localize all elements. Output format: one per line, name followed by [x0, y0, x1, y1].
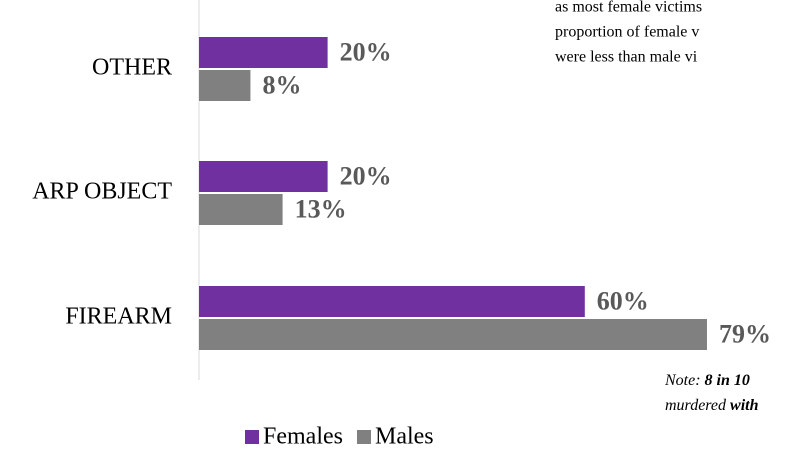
- legend-label: Females: [263, 424, 343, 450]
- bar: [199, 194, 283, 225]
- value-label: 20%: [340, 37, 392, 66]
- legend-label: Males: [375, 424, 434, 450]
- annotation-line: were less than male vi: [555, 49, 698, 66]
- legend-swatch: [245, 430, 259, 444]
- note-line: murdered with: [665, 397, 759, 414]
- bar: [199, 286, 585, 317]
- note-part: Note:: [664, 372, 705, 389]
- bar: [199, 37, 328, 68]
- note-line: Note: 8 in 10: [664, 372, 750, 389]
- annotation-line: as most female victims: [555, 0, 702, 16]
- annotation-line: proportion of female v: [555, 24, 699, 41]
- category-label: FIREARM: [65, 304, 172, 330]
- value-label: 13%: [295, 194, 347, 223]
- value-label: 60%: [597, 286, 649, 315]
- bar: [199, 70, 251, 101]
- legend-swatch: [356, 430, 371, 444]
- bar: [199, 319, 707, 350]
- value-label: 8%: [262, 70, 301, 99]
- bar: [199, 161, 328, 192]
- note-part: 8 in 10: [705, 372, 750, 389]
- note-part: murdered: [665, 397, 730, 414]
- note-part: with: [730, 397, 759, 414]
- category-label: ARP OBJECT: [32, 179, 172, 205]
- value-label: 79%: [719, 319, 771, 348]
- category-label: OTHER: [92, 55, 172, 81]
- value-label: 20%: [340, 161, 392, 190]
